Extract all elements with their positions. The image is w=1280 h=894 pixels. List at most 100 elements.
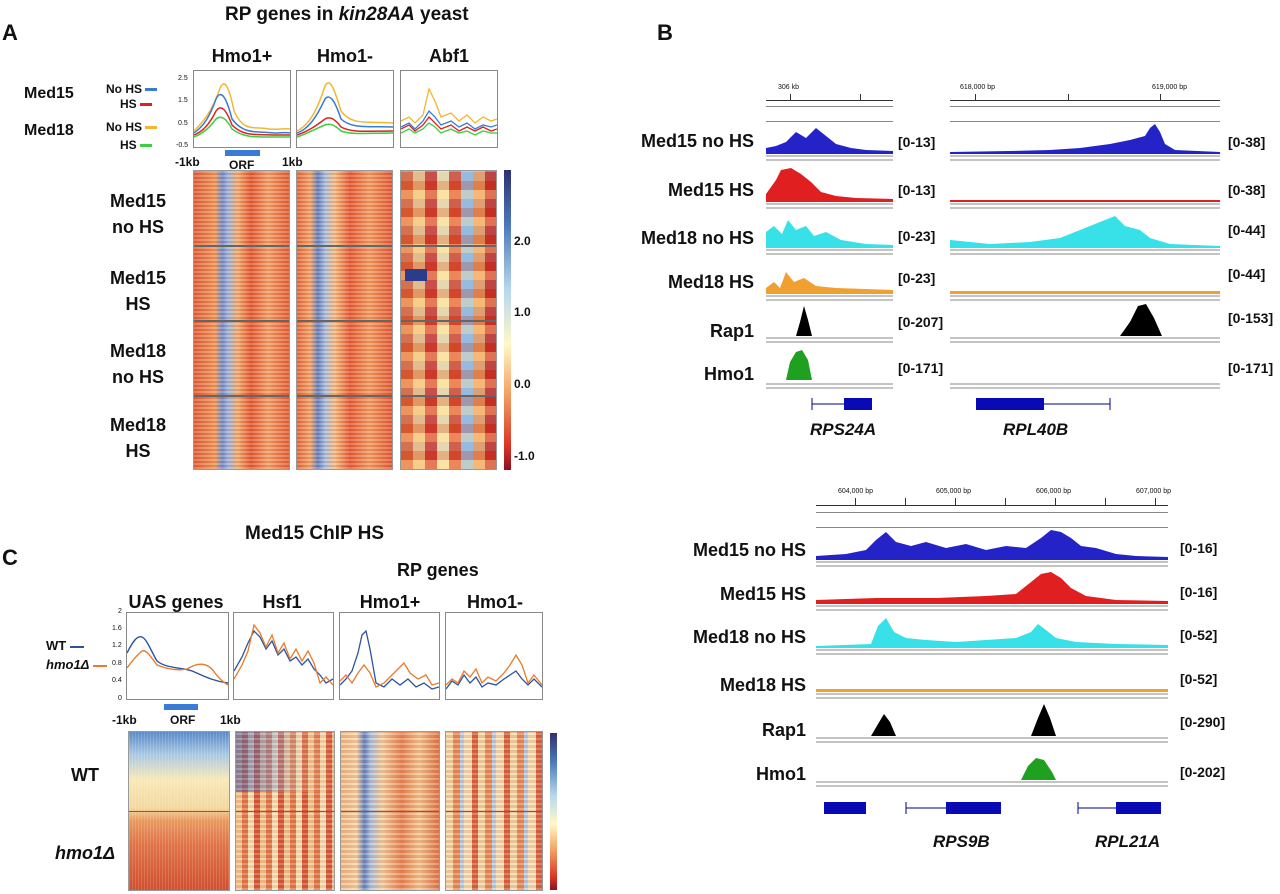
y-tick: 0: [118, 695, 122, 702]
gene-label: RPL21A: [1095, 832, 1161, 851]
scale-ruler: [766, 100, 893, 101]
legend-item: HS: [120, 97, 153, 111]
scale-label: 606,000 bp: [1036, 488, 1072, 495]
panel-c-letter: C: [2, 545, 18, 570]
gene-label: RPS24A: [810, 420, 877, 439]
track-range: [0-23]: [898, 228, 936, 244]
scale-label: 306 kb: [778, 84, 800, 91]
heatmap-c-hmo1-minus: [445, 731, 543, 891]
colorbar-c: [550, 733, 557, 890]
legend-group-med15: Med15: [24, 85, 74, 102]
scale-ruler: [816, 505, 1168, 506]
scale-label: 618,000 bp: [960, 84, 996, 91]
heatmap-c-uas-genes: [128, 731, 230, 891]
track-label: Med18 HS: [719, 675, 806, 695]
x-label-orf: ORF: [229, 158, 255, 172]
panel-b-letter: B: [657, 20, 673, 45]
orf-bar: [225, 150, 260, 156]
legend-item: No HS: [106, 120, 158, 134]
track-label: Med18 no HS: [692, 627, 806, 647]
tick: [1105, 498, 1106, 505]
column-header: Hmo1-: [466, 592, 523, 612]
tick: [860, 94, 861, 100]
heatmap-c-hmo1-plus: [340, 731, 440, 891]
scale-ruler: [950, 100, 1220, 101]
row-label: hmo1Δ: [54, 843, 116, 863]
colorbar-tick: -1.0: [514, 449, 535, 463]
tracks-rps9b-rpl21a: [816, 530, 1168, 814]
track-range: [0-52]: [1180, 671, 1218, 687]
track-label: Med15 HS: [667, 180, 754, 200]
track-range: [0-290]: [1180, 714, 1226, 730]
track-separator: [766, 106, 893, 122]
row-label: Med18 HS: [109, 415, 167, 461]
track-range: [0-44]: [1228, 266, 1266, 282]
tick: [1005, 498, 1006, 505]
panel-a-title: RP genes in kin28AA yeast: [225, 4, 469, 25]
tick: [855, 498, 856, 505]
track-range: [0-13]: [898, 134, 936, 150]
track-label: Rap1: [761, 720, 806, 740]
scale-label: 607,000 bp: [1136, 488, 1172, 495]
tick: [1068, 94, 1069, 100]
legend-item: HS: [120, 138, 153, 152]
x-label-right: 1kb: [220, 713, 241, 727]
scale-label: 619,000 bp: [1152, 84, 1188, 91]
track-range: [0-38]: [1228, 182, 1266, 198]
track-range: [0-202]: [1180, 764, 1226, 780]
y-tick: 0.4: [112, 677, 122, 684]
panel-a-letter: A: [2, 20, 18, 45]
rp-genes-label: RP genes: [397, 560, 479, 580]
x-label-left: -1kb: [112, 713, 137, 727]
colorbar-tick: 2.0: [514, 234, 531, 248]
y-tick: 0.5: [178, 120, 188, 127]
track-range: [0-38]: [1228, 134, 1266, 150]
y-tick: 1.2: [112, 642, 122, 649]
tick: [1055, 498, 1056, 505]
row-label: Med15 no HS: [109, 191, 167, 237]
profile-plot-abf1: [400, 70, 498, 148]
tracks-rpl40b: [950, 124, 1220, 410]
orf-bar: [164, 704, 198, 710]
profile-plot-uas-genes: [126, 612, 229, 700]
tick: [790, 94, 791, 100]
heatmap-c-hsf1: [235, 731, 335, 891]
gene-label: RPL40B: [1003, 420, 1069, 439]
track-range: [0-16]: [1180, 540, 1218, 556]
tracks-rps24a: [766, 128, 893, 410]
tick: [955, 498, 956, 505]
legend-item: WT: [46, 638, 84, 653]
track-separator: [816, 512, 1168, 528]
panel-c-title: Med15 ChIP HS: [245, 523, 385, 544]
x-label-orf: ORF: [170, 713, 196, 727]
track-range: [0-44]: [1228, 222, 1266, 238]
row-label: Med18 no HS: [109, 341, 167, 387]
y-tick: -0.5: [176, 142, 189, 149]
row-label: WT: [71, 765, 99, 785]
column-header-hmo1-minus: Hmo1-: [316, 46, 373, 66]
column-header-abf1: Abf1: [429, 46, 469, 66]
tick: [975, 94, 976, 100]
profile-plot-hmo1-minus: [296, 70, 394, 148]
column-header: Hmo1+: [359, 592, 421, 612]
gene-label: RPS9B: [933, 832, 990, 851]
track-range: [0-171]: [1228, 360, 1274, 376]
tick: [1160, 94, 1161, 100]
y-tick: 2: [118, 608, 122, 615]
track-label: Med18 no HS: [640, 228, 754, 248]
heatmap-a-hmo1-minus: [296, 170, 393, 470]
track-label: Med18 HS: [667, 272, 754, 292]
track-label: Med15 no HS: [640, 131, 754, 151]
track-range: [0-207]: [898, 314, 944, 330]
track-range: [0-171]: [898, 360, 944, 376]
row-label: Med15 HS: [109, 268, 167, 314]
tick: [1155, 498, 1156, 505]
column-header: Hsf1: [262, 592, 302, 612]
profile-plot-hmo1-minus: [445, 612, 543, 700]
legend-item: hmo1Δ: [46, 657, 107, 672]
legend-item: No HS: [106, 82, 158, 96]
scale-label: 604,000 bp: [838, 488, 874, 495]
heatmap-a-abf1: [400, 170, 497, 470]
profile-plot-hsf1: [233, 612, 334, 700]
legend-group-med18: Med18: [24, 122, 74, 139]
